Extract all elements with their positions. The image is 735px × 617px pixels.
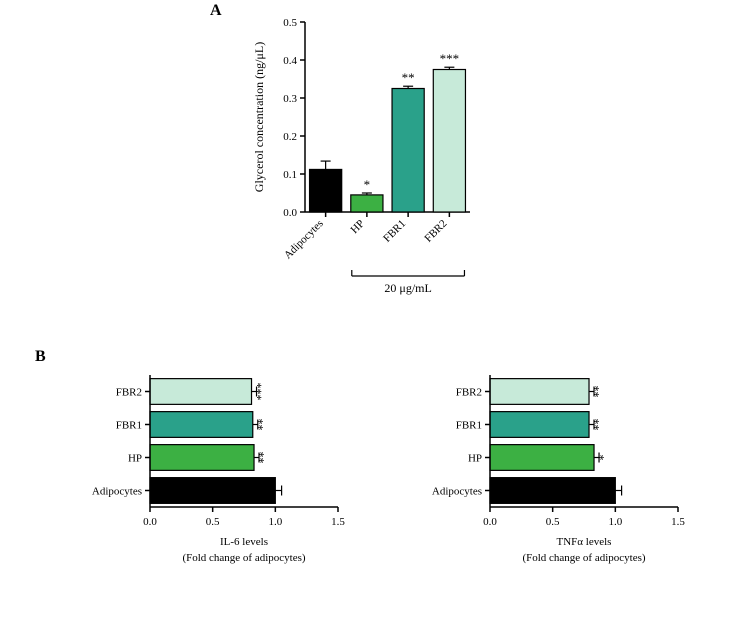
svg-text:0.5: 0.5 — [283, 17, 297, 29]
panel-b-label: B — [35, 348, 46, 366]
svg-text:IL-6 levels: IL-6 levels — [220, 536, 268, 548]
svg-text:FBR1: FBR1 — [456, 420, 482, 432]
svg-text:**: ** — [591, 386, 605, 398]
svg-text:0.0: 0.0 — [283, 207, 297, 219]
il6-hbar-chart: FBR2 *** FBR1 ** HP ** Adipocytes 0.0 0.5 1.0 1.5 I… — [70, 365, 380, 595]
svg-text:FBR2: FBR2 — [456, 387, 482, 399]
svg-text:1.0: 1.0 — [268, 516, 282, 528]
svg-text:20 μg/mL: 20 μg/mL — [384, 281, 431, 295]
svg-text:0.5: 0.5 — [206, 516, 220, 528]
svg-text:**: ** — [256, 452, 270, 464]
svg-text:0.4: 0.4 — [283, 55, 297, 67]
svg-text:0.0: 0.0 — [143, 516, 157, 528]
tnfa-hbar-chart: FBR2 ** FBR1 ** HP * Adipocytes 0.0 0.5 1.0 1.5 TNF… — [410, 365, 720, 595]
svg-text:Glycerol concentration (ng/μL): Glycerol concentration (ng/μL) — [252, 42, 266, 192]
svg-text:0.2: 0.2 — [283, 131, 297, 143]
svg-text:HP: HP — [349, 218, 367, 236]
svg-text:(Fold change of adipocytes): (Fold change of adipocytes) — [522, 552, 645, 564]
panel-a-label: A — [210, 2, 222, 20]
svg-text:0.1: 0.1 — [283, 169, 297, 181]
svg-text:1.5: 1.5 — [331, 516, 345, 528]
svg-text:***: *** — [440, 51, 460, 66]
svg-text:**: ** — [591, 419, 605, 431]
svg-text:Adipocytes: Adipocytes — [282, 218, 326, 262]
svg-text:FBR1: FBR1 — [116, 420, 142, 432]
svg-text:***: *** — [254, 383, 268, 401]
svg-text:1.0: 1.0 — [608, 516, 622, 528]
svg-text:0.5: 0.5 — [546, 516, 560, 528]
svg-text:0.0: 0.0 — [483, 516, 497, 528]
svg-text:TNFα levels: TNFα levels — [557, 536, 612, 548]
svg-text:*: * — [364, 177, 371, 192]
svg-text:1.5: 1.5 — [671, 516, 685, 528]
svg-text:(Fold change of adipocytes): (Fold change of adipocytes) — [182, 552, 305, 564]
svg-text:0.3: 0.3 — [283, 93, 297, 105]
svg-text:FBR1: FBR1 — [381, 218, 408, 245]
svg-text:FBR2: FBR2 — [116, 387, 142, 399]
svg-text:Adipocytes: Adipocytes — [432, 486, 482, 498]
glycerol-bar-chart: 0.0 0.1 0.2 0.3 0.4 0.5 Glycerol concentration… — [230, 8, 550, 318]
svg-text:**: ** — [255, 419, 269, 431]
svg-text:Adipocytes: Adipocytes — [92, 486, 142, 498]
svg-text:*: * — [596, 455, 610, 461]
svg-text:FBR2: FBR2 — [422, 218, 449, 245]
svg-text:**: ** — [402, 70, 415, 85]
svg-text:HP: HP — [128, 453, 142, 465]
svg-text:HP: HP — [468, 453, 482, 465]
